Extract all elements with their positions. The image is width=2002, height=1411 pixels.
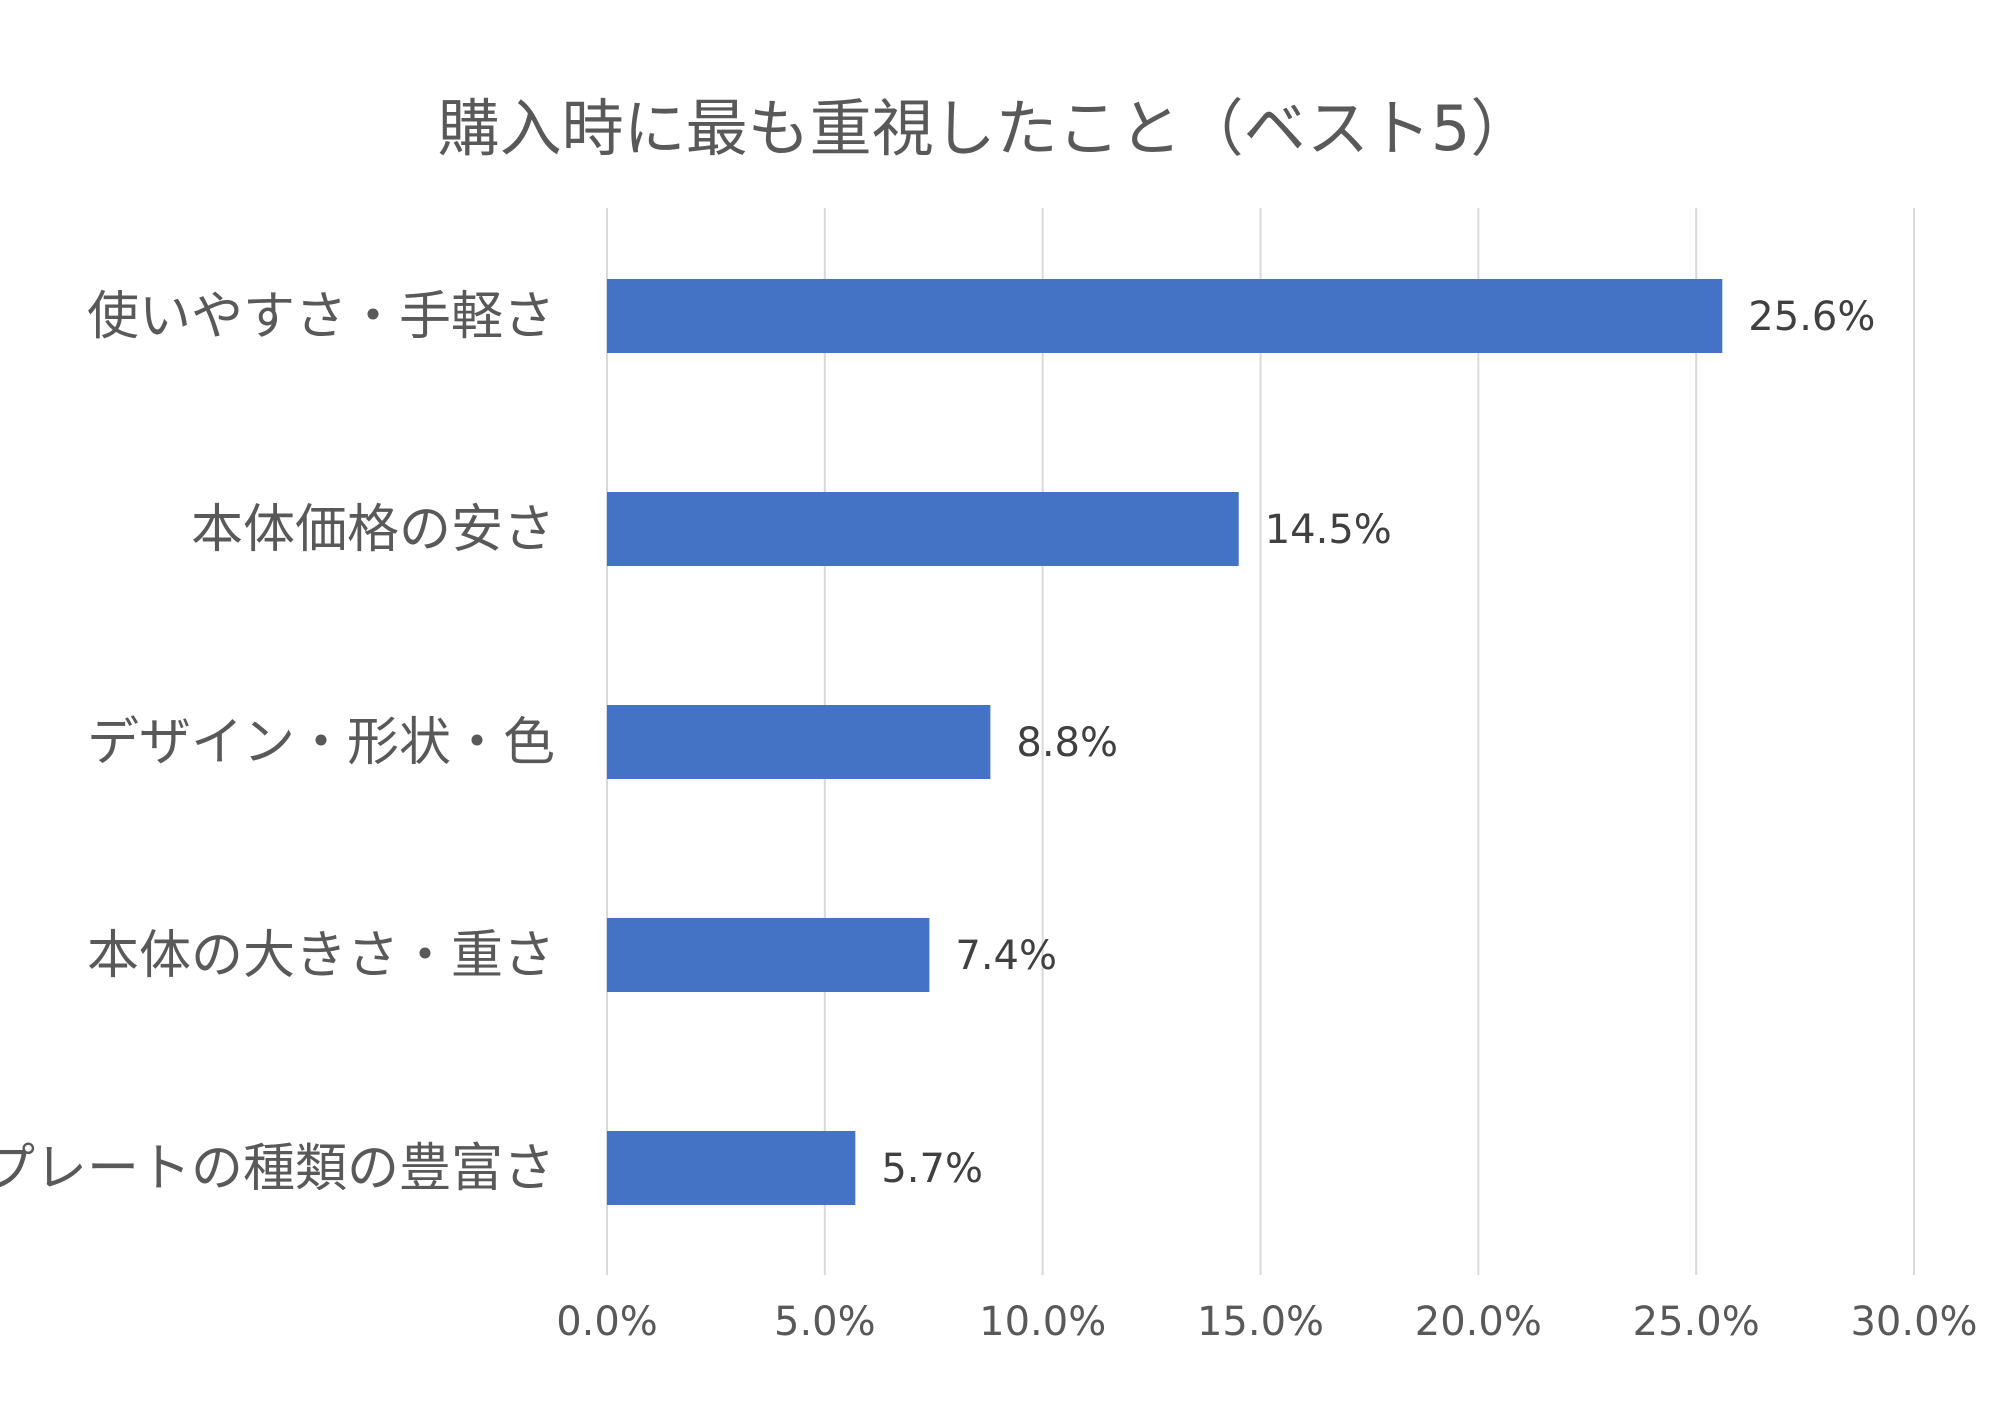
bars: [607, 279, 1723, 1205]
bar: [607, 918, 930, 992]
x-tick-label: 5.0%: [774, 1299, 876, 1345]
data-label: 5.7%: [881, 1146, 983, 1192]
x-tick-label: 20.0%: [1415, 1299, 1542, 1345]
category-label: デザイン・形状・色: [87, 713, 555, 773]
bar: [607, 279, 1723, 353]
x-tick-label: 10.0%: [979, 1299, 1106, 1345]
category-label: プレートの種類の豊富さ: [0, 1139, 555, 1199]
x-tick-label: 25.0%: [1633, 1299, 1760, 1345]
x-tick-label: 0.0%: [556, 1299, 658, 1345]
bar: [607, 705, 991, 779]
data-label: 14.5%: [1265, 507, 1392, 553]
data-label: 25.6%: [1748, 294, 1875, 340]
category-label: 本体の大きさ・重さ: [87, 926, 555, 986]
labels: 0.0% 5.0% 10.0% 15.0% 20.0% 25.0% 30.0% 使いやすさ・手…: [0, 287, 1978, 1345]
bar: [607, 492, 1239, 566]
x-tick-label: 30.0%: [1850, 1299, 1977, 1345]
data-label: 8.8%: [1016, 720, 1118, 766]
data-label: 7.4%: [955, 933, 1057, 979]
x-tick-label: 15.0%: [1197, 1299, 1324, 1345]
category-label: 使いやすさ・手軽さ: [87, 287, 555, 347]
category-label: 本体価格の安さ: [191, 500, 555, 560]
chart-title: 購入時に最も重視したこと（ベスト5）: [437, 92, 1533, 165]
bar: [607, 1131, 856, 1205]
